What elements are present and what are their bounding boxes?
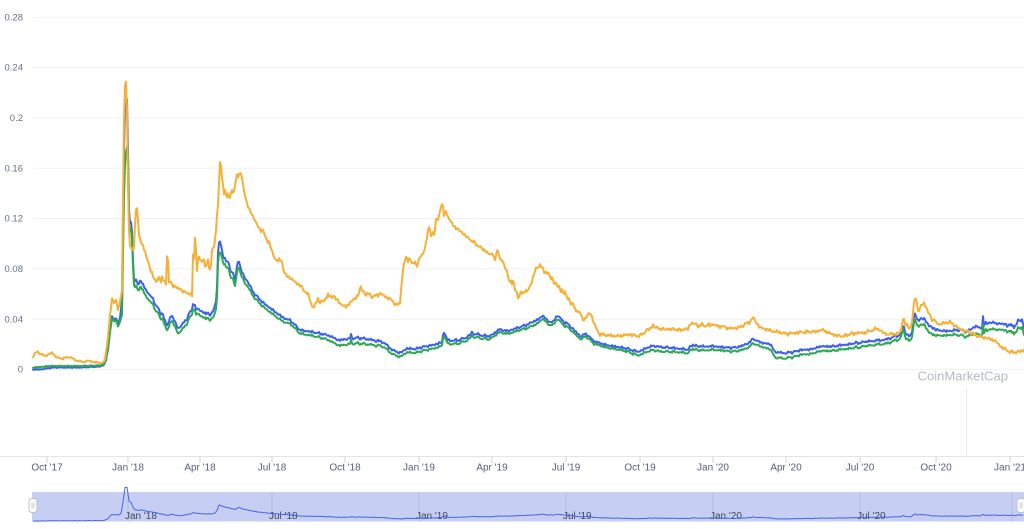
- svg-text:Jan '18: Jan '18: [112, 463, 144, 474]
- svg-text:Jul '20: Jul '20: [857, 511, 886, 522]
- svg-text:Jul '18: Jul '18: [269, 511, 298, 522]
- svg-text:Jan '20: Jan '20: [710, 511, 742, 522]
- svg-text:0.16: 0.16: [5, 163, 24, 174]
- svg-text:Oct '19: Oct '19: [624, 463, 656, 474]
- svg-text:0.28: 0.28: [5, 12, 24, 23]
- svg-text:Jan '21: Jan '21: [994, 463, 1024, 474]
- svg-text:0.24: 0.24: [5, 63, 24, 74]
- svg-text:0.08: 0.08: [5, 264, 24, 275]
- svg-text:0: 0: [18, 365, 23, 376]
- svg-text:Apr '18: Apr '18: [184, 463, 216, 474]
- svg-text:CoinMarketCap: CoinMarketCap: [918, 369, 1008, 384]
- svg-text:Apr '20: Apr '20: [770, 463, 802, 474]
- svg-text:0.12: 0.12: [5, 214, 24, 225]
- svg-text:Oct '20: Oct '20: [920, 463, 952, 474]
- svg-text:0.04: 0.04: [5, 314, 24, 325]
- svg-text:Oct '17: Oct '17: [31, 463, 63, 474]
- svg-text:0.2: 0.2: [10, 113, 23, 124]
- svg-text:Jul '19: Jul '19: [552, 463, 581, 474]
- svg-text:Jul '18: Jul '18: [258, 463, 287, 474]
- svg-text:Jan '20: Jan '20: [697, 463, 729, 474]
- svg-text:Jul '20: Jul '20: [846, 463, 875, 474]
- svg-text:Jan '18: Jan '18: [125, 511, 157, 522]
- svg-text:Jan '19: Jan '19: [403, 463, 435, 474]
- svg-text:Jan '19: Jan '19: [416, 511, 448, 522]
- svg-text:Apr '19: Apr '19: [476, 463, 508, 474]
- svg-text:Oct '18: Oct '18: [329, 463, 361, 474]
